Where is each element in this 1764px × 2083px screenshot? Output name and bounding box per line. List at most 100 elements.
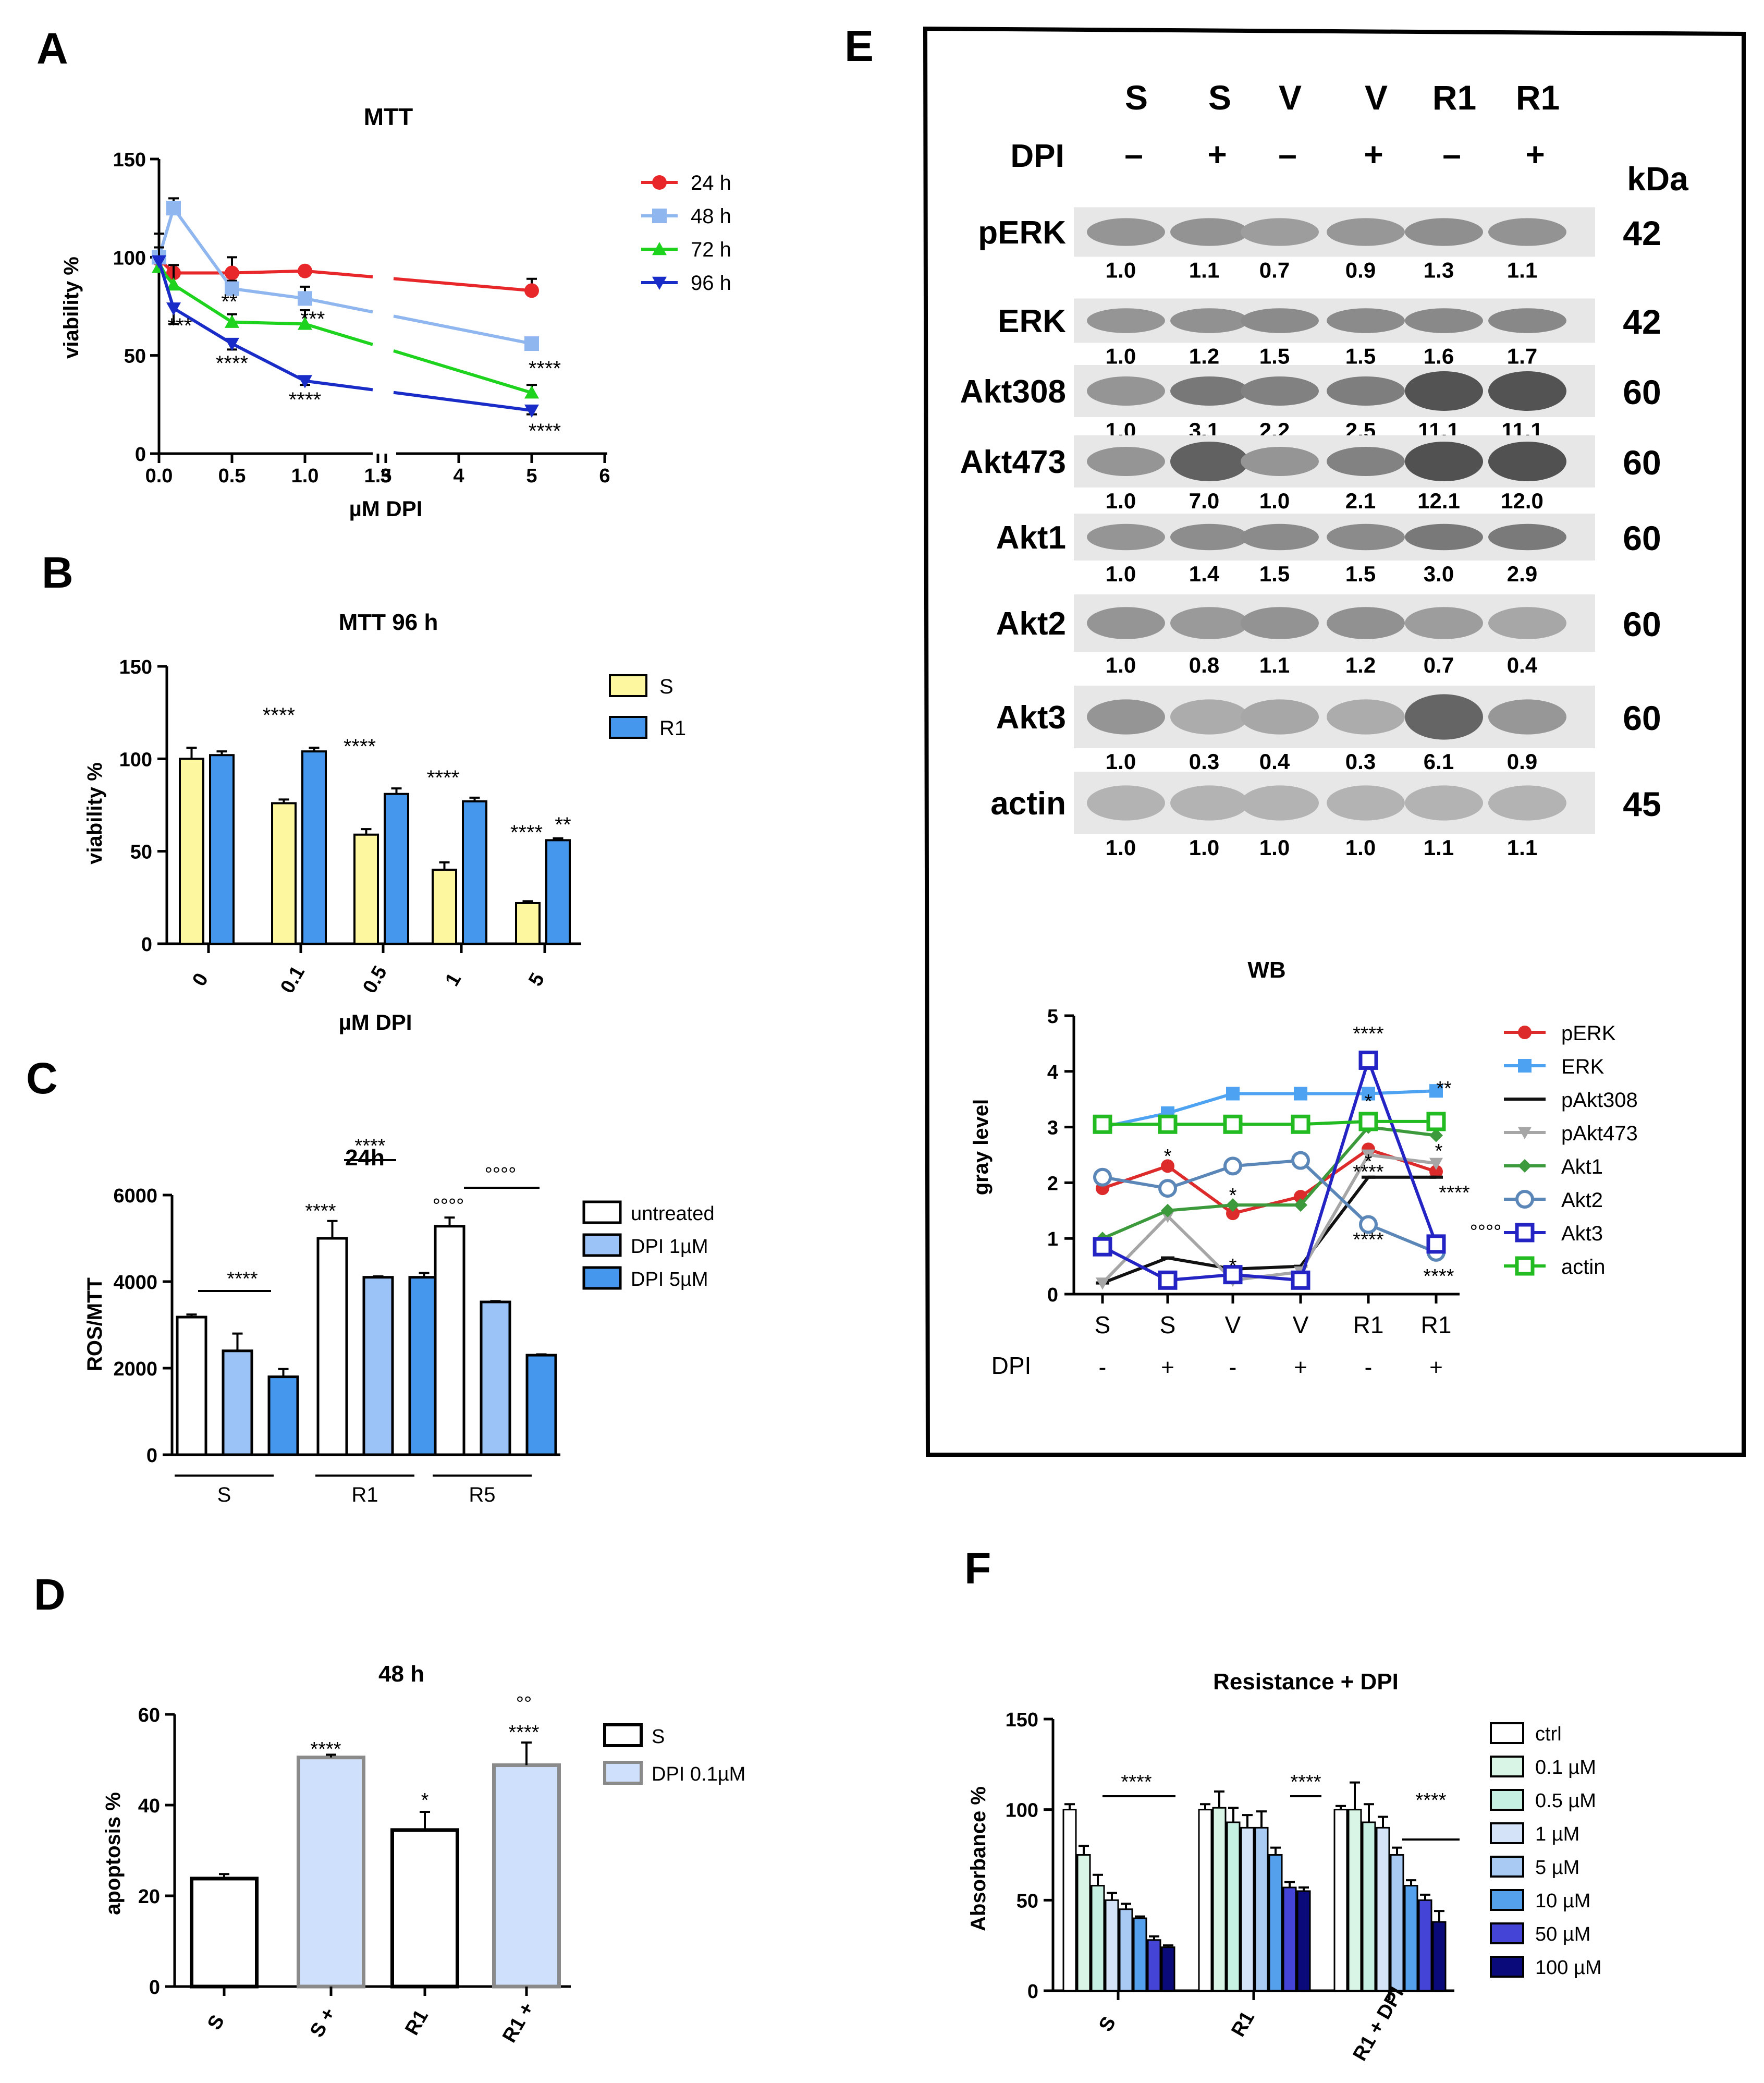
blot-lane-label: V: [1279, 78, 1302, 117]
chart-c-annotation: °°°°: [485, 1164, 517, 1186]
chart-c-xtick-label: S: [217, 1483, 231, 1506]
wb-point: [1358, 1050, 1378, 1070]
wb-dpi-sign: -: [1099, 1355, 1107, 1380]
chart-c-legend-swatch: [582, 1266, 622, 1290]
blot-kda-value: 60: [1623, 605, 1661, 643]
chart-f-bar: [1390, 1854, 1404, 1992]
chart-b-legend-swatch: [609, 716, 647, 739]
blot-band: [1087, 699, 1165, 735]
blot-band: [1405, 523, 1483, 551]
blot-value: 1.6: [1424, 344, 1454, 369]
wb-point: [1426, 1234, 1446, 1254]
wb-point: [1161, 1203, 1174, 1217]
chart-c-legend-label: untreated: [631, 1203, 715, 1225]
blot-value: 1.5: [1259, 344, 1290, 369]
wb-point: [1358, 1112, 1378, 1131]
chart-a-point: [166, 201, 181, 216]
wb-legend-marker: [1518, 1059, 1532, 1073]
blot-protein-label: actin: [990, 786, 1066, 822]
blot-value: 0.4: [1507, 653, 1538, 677]
wb-point: [1294, 1264, 1307, 1268]
chart-b-ytick-label: 100: [119, 749, 152, 771]
wb-legend-marker: [1515, 1256, 1535, 1276]
chart-d-bar: [492, 1763, 561, 1989]
blot-band: [1087, 308, 1165, 333]
panel-label-d: D: [34, 1570, 66, 1619]
wb-legend-label: actin: [1561, 1256, 1606, 1278]
chart-a-point: [524, 336, 539, 351]
chart-a-title: MTT: [364, 103, 413, 130]
wb-series-line: [1102, 1119, 1436, 1126]
wb-point: [1359, 1215, 1378, 1234]
chart-a-ytick-label: 100: [113, 247, 146, 269]
chart-a-annotation: ***: [168, 314, 192, 337]
wb-dpi-sign: -: [1365, 1355, 1373, 1380]
chart-f-legend-label: 0.5 µM: [1535, 1790, 1596, 1812]
chart-a-xtick-label: 5: [526, 465, 537, 487]
chart-f-bar: [1362, 1821, 1376, 1992]
chart-b-xtick-label: 0.5: [359, 963, 391, 997]
blot-dpi-sign: +: [1207, 136, 1227, 173]
wb-point: [1426, 1112, 1446, 1131]
blot-band: [1087, 447, 1165, 476]
wb-point: [1093, 1167, 1112, 1187]
chart-f-ytick-label: 100: [1006, 1800, 1038, 1822]
chart-d-xtick-label: S: [203, 2012, 229, 2034]
wb-point: [1226, 1087, 1240, 1101]
chart-c-legend-swatch: [582, 1233, 622, 1257]
wb-legend-marker: [1518, 1026, 1532, 1039]
wb-point: [1429, 1175, 1443, 1179]
chart-b-annotation: ****: [427, 766, 459, 789]
blot-band: [1087, 218, 1165, 246]
chart-f-bar: [1198, 1809, 1212, 1992]
wb-xtick-label: V: [1225, 1311, 1241, 1338]
blot-band: [1488, 371, 1566, 411]
chart-a-legend-marker: [652, 175, 667, 190]
blot-protein-label: Akt473: [960, 444, 1066, 480]
wb-dpi-sign: -: [1229, 1355, 1237, 1380]
chart-f-legend-swatch: [1490, 1789, 1524, 1811]
blot-dpi-sign: –: [1442, 136, 1461, 173]
chart-c-ytick-label: 0: [146, 1445, 157, 1467]
chart-f-legend-swatch: [1490, 1822, 1524, 1844]
chart-a-annotation: ****: [289, 388, 321, 411]
wb-xtick-label: R1: [1421, 1311, 1452, 1338]
blot-lane-label: S: [1208, 78, 1231, 117]
chart-a-point: [225, 265, 239, 281]
chart-c-annotation: ****: [227, 1268, 258, 1290]
wb-ylabel: gray level: [970, 1099, 993, 1196]
wb-annotation: °°°°: [1470, 1221, 1502, 1243]
wb-point: [1093, 1237, 1112, 1257]
blot-value: 2.9: [1507, 562, 1537, 586]
panel-label-e: E: [844, 21, 874, 70]
chart-a-annotation: **: [221, 290, 237, 313]
blot-protein-label: Akt2: [996, 606, 1066, 642]
chart-f-legend-label: 0.1 µM: [1535, 1757, 1596, 1779]
wb-series-line: [1101, 1175, 1436, 1285]
chart-a-point: [298, 316, 312, 330]
chart-f-xtick-label: R1: [1227, 2007, 1259, 2040]
chart-c-annotation: ****: [354, 1135, 385, 1157]
chart-b-bar: [209, 754, 235, 945]
chart-a-legend-label: 24 h: [691, 172, 731, 194]
chart-f-legend-swatch: [1490, 1922, 1524, 1944]
chart-f-bar: [1333, 1809, 1348, 1992]
chart-a-legend-marker: [652, 209, 667, 223]
chart-c-bar: [176, 1315, 207, 1456]
chart-c-bar: [316, 1237, 348, 1456]
chart-c-ylabel: ROS/MTT: [83, 1277, 106, 1371]
chart-c-legend-label: DPI 1µM: [631, 1236, 708, 1258]
chart-f-bar: [1147, 1939, 1161, 1992]
chart-f-legend-label: 50 µM: [1535, 1923, 1590, 1945]
wb-legend-label: ERK: [1561, 1055, 1604, 1078]
chart-f-legend-swatch: [1490, 1722, 1524, 1744]
wb-title: WB: [1247, 957, 1285, 983]
blot-value: 1.2: [1189, 344, 1219, 369]
chart-c-bar: [222, 1349, 253, 1456]
chart-a-xtick-label: 0.0: [145, 465, 173, 487]
chart-b-bar: [515, 902, 541, 945]
wb-dpi-sign: +: [1294, 1355, 1307, 1380]
blot-band: [1241, 218, 1319, 246]
chart-b-xtick-label: 0: [188, 969, 213, 990]
